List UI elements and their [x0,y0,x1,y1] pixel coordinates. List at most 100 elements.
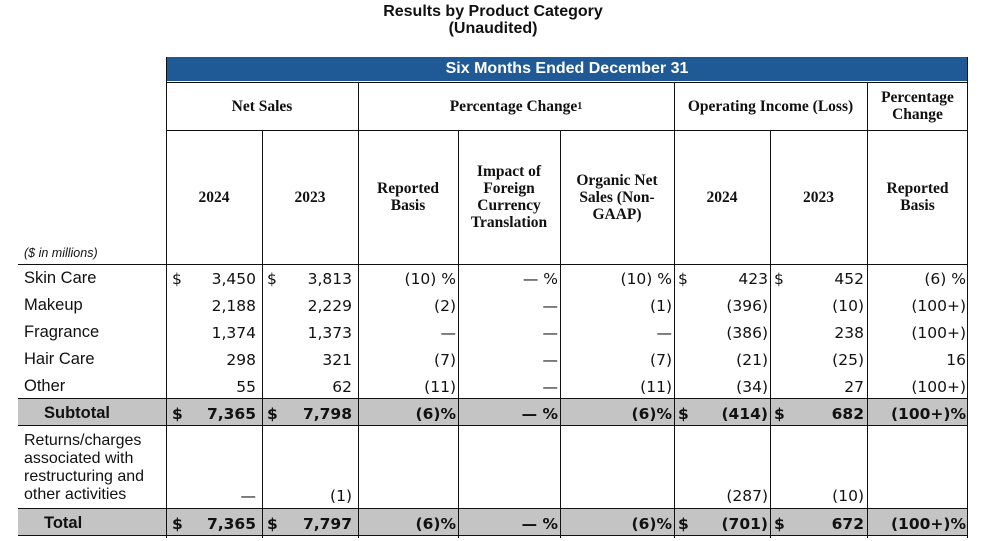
grid-hline [18,508,968,510]
fx-impact: — [542,324,559,342]
fx-impact: — % [521,405,558,423]
row-label: Makeup [24,296,83,314]
pct-change-reported: (100+) [911,297,966,315]
op-income-2024: (701) [721,515,768,533]
op-income-2024: (287) [726,487,768,505]
grid-vline [674,82,676,538]
col-reported-basis: Reported Basis [377,180,439,214]
op-income-2024: 423 [738,270,768,288]
net-sales-2023: 2,229 [307,297,352,315]
net-sales-header: Net Sales [231,97,293,115]
row-label: Other [24,377,66,395]
currency-sign: $ [774,270,784,288]
currency-sign: $ [172,515,183,533]
row-label: Returns/charges associated with restruct… [24,432,145,503]
op-income-2024: (396) [726,297,768,315]
currency-sign: $ [678,515,689,533]
report-subtitle: (Unaudited) [448,20,538,37]
op-income-2023: (10) [832,297,864,315]
net-sales-2024: 7,365 [206,515,256,533]
reported-basis: (6)% [415,405,456,423]
fx-impact: — % [522,270,558,288]
net-sales-2023: 1,373 [307,324,352,342]
grid-vline [458,130,460,538]
net-sales-2024: 298 [226,351,256,369]
op-income-2023: 452 [834,270,864,288]
pct-change2-header: Percentage Change [881,89,954,123]
col-op-income-2024: 2024 [706,188,738,206]
grid-hline [18,398,968,400]
pct-change-reported: 16 [946,351,966,369]
grid-vline [867,82,869,538]
reported-basis: (11) [424,378,456,396]
reported-basis: (7) [434,351,456,369]
op-income-2024: (21) [736,351,768,369]
subtotal-row-bg [18,399,968,425]
grid-hline [18,425,968,427]
net-sales-2024: — [240,487,257,505]
organic-net-sales: (11) [640,378,672,396]
row-label: Hair Care [24,350,95,368]
reported-basis: (2) [434,297,456,315]
grid-vline [262,130,264,538]
pct-change-header: Percentage Change 1 [449,97,583,115]
operating-income-header: Operating Income (Loss) [687,97,854,115]
organic-net-sales: (6)% [631,515,672,533]
net-sales-2024: 2,188 [211,297,256,315]
net-sales-2024: 3,450 [211,270,256,288]
currency-sign: $ [267,515,278,533]
pct-change-reported: (100+)% [890,515,966,533]
row-label: Subtotal [44,404,110,422]
organic-net-sales: (7) [650,351,672,369]
fx-impact: — [542,378,559,396]
net-sales-2023: 321 [322,351,352,369]
fx-impact: — % [521,515,558,533]
row-label: Total [44,514,83,532]
pct-change-reported: (100+)% [890,405,966,423]
total-row-bg [18,509,968,535]
currency-sign: $ [172,270,182,288]
net-sales-2023: 7,798 [302,405,352,423]
op-income-2024: (34) [736,378,768,396]
reported-basis: (6)% [415,515,456,533]
grid-vline [967,57,969,538]
grid-hline [166,130,968,132]
col-net-sales-2023: 2023 [294,188,326,206]
op-income-2024: (386) [726,324,768,342]
reported-basis: — [440,324,457,342]
organic-net-sales: — [656,324,673,342]
pct-change-reported: (100+) [911,378,966,396]
currency-sign: $ [774,405,785,423]
organic-net-sales: (10) % [620,270,672,288]
grid-hline [18,264,968,266]
units-note: ($ in millions) [24,246,98,260]
grid-vline [770,130,772,538]
currency-sign: $ [678,270,688,288]
net-sales-2024: 7,365 [206,405,256,423]
net-sales-2023: 3,813 [307,270,352,288]
currency-sign: $ [267,405,278,423]
op-income-2023: (10) [832,487,864,505]
pct-change-reported: (6) % [924,270,966,288]
op-income-2023: (25) [832,351,864,369]
grid-vline [358,82,360,538]
net-sales-2023: 62 [332,378,352,396]
col-net-sales-2024: 2024 [198,188,230,206]
currency-sign: $ [267,270,277,288]
currency-sign: $ [172,405,183,423]
op-income-2023: 238 [834,324,864,342]
report-title: Results by Product Category [383,3,603,20]
grid-vline [560,130,562,538]
reported-basis: (10) % [404,270,456,288]
net-sales-2024: 55 [236,378,256,396]
net-sales-2024: 1,374 [211,324,256,342]
organic-net-sales: (1) [650,297,672,315]
grid-vline [166,57,168,538]
op-income-2023: 682 [831,405,864,423]
op-income-2023: 27 [844,378,864,396]
net-sales-2023: 7,797 [302,515,352,533]
fx-impact: — [542,351,559,369]
row-label: Skin Care [24,269,97,287]
col-reported-basis-2: Reported Basis [886,180,949,214]
row-label: Fragrance [24,323,100,341]
